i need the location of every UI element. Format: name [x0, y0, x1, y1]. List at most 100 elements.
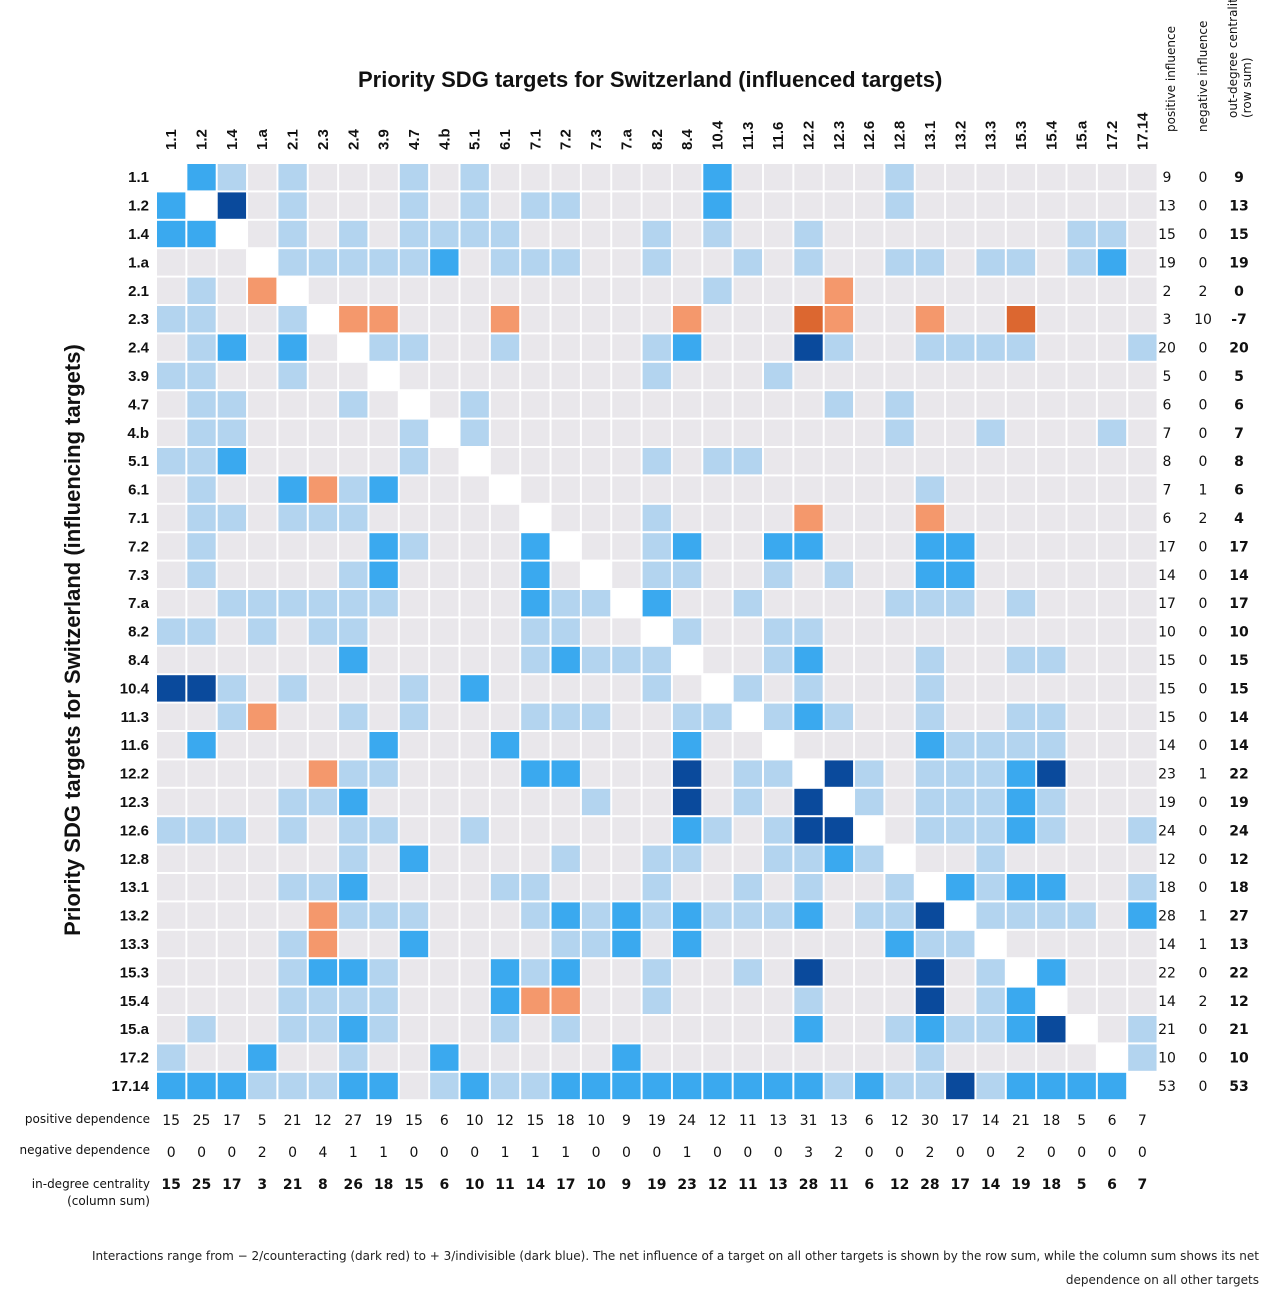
- heatmap-cell: [460, 362, 489, 390]
- heatmap-cell: [764, 1016, 793, 1043]
- heatmap-cell: [217, 902, 247, 929]
- heatmap-cell: [339, 448, 368, 475]
- heatmap-cell: [430, 1044, 459, 1071]
- heatmap-cell: [946, 164, 975, 191]
- heatmap-cell: [946, 760, 975, 787]
- heatmap-cell: [794, 1016, 823, 1043]
- heatmap-cell: [1037, 306, 1066, 333]
- heatmap-cell: [824, 760, 854, 787]
- heatmap-cell: [187, 533, 216, 560]
- heatmap-cell: [1067, 419, 1096, 446]
- negative-dependence-value: 1: [683, 1145, 692, 1161]
- heatmap-cell: [339, 874, 368, 901]
- heatmap-cell: [1006, 1044, 1036, 1071]
- heatmap-cell: [946, 703, 975, 730]
- heatmap-cell: [885, 1016, 914, 1043]
- heatmap-cell: [187, 817, 216, 844]
- heatmap-cell: [855, 902, 884, 929]
- heatmap-cell: [339, 817, 368, 844]
- heatmap-cell: [1067, 845, 1096, 872]
- heatmap-cell: [1097, 249, 1127, 276]
- heatmap-cell: [612, 703, 641, 730]
- heatmap-cell: [490, 902, 520, 929]
- negative-influence-value: 1: [1199, 483, 1208, 499]
- heatmap-cell: [1006, 845, 1036, 872]
- heatmap-cell: [946, 334, 975, 361]
- heatmap-cell: [581, 362, 611, 390]
- heatmap-cell: [460, 334, 489, 361]
- heatmap-cell: [308, 249, 338, 276]
- heatmap-cell: [369, 646, 398, 674]
- heatmap-cell: [733, 476, 762, 503]
- heatmap-cell: [612, 249, 641, 276]
- heatmap-cell: [248, 391, 277, 418]
- heatmap-cell: [521, 732, 550, 759]
- heatmap-cell: [248, 249, 277, 276]
- heatmap-cell: [824, 1016, 854, 1043]
- heatmap-cell: [672, 306, 702, 333]
- heatmap-cell: [764, 760, 793, 787]
- heatmap-cell: [946, 192, 975, 219]
- heatmap-cell: [1097, 760, 1127, 787]
- heatmap-cell: [733, 419, 762, 446]
- heatmap-cell: [460, 448, 489, 475]
- heatmap-cell: [430, 845, 459, 872]
- heatmap-cell: [187, 249, 216, 276]
- heatmap-cell: [612, 987, 641, 1014]
- heatmap-cell: [855, 362, 884, 390]
- heatmap-cell: [399, 817, 429, 844]
- heatmap-cell: [521, 1044, 550, 1071]
- heatmap-cell: [1006, 391, 1036, 418]
- heatmap-cell: [794, 277, 823, 304]
- heatmap-cell: [672, 675, 702, 702]
- heatmap-cell: [339, 306, 368, 333]
- heatmap-cell: [733, 249, 762, 276]
- heatmap-cell: [1067, 192, 1096, 219]
- heatmap-cell: [490, 703, 520, 730]
- positive-influence-value: 19: [1158, 795, 1176, 811]
- heatmap-cell: [369, 533, 398, 560]
- out-degree-value: 21: [1229, 1022, 1248, 1038]
- heatmap-cell: [946, 561, 975, 588]
- heatmap-cell: [1128, 391, 1157, 418]
- heatmap-cell: [672, 646, 702, 674]
- negative-dependence-value: 1: [349, 1145, 358, 1161]
- heatmap-cell: [642, 192, 671, 219]
- heatmap-cell: [399, 192, 429, 219]
- heatmap-cell: [703, 874, 732, 901]
- heatmap-cell: [824, 646, 854, 674]
- heatmap-cell: [946, 590, 975, 617]
- heatmap-cell: [339, 220, 368, 248]
- heatmap-cell: [308, 1016, 338, 1043]
- heatmap-cell: [1037, 930, 1066, 958]
- positive-influence-value: 15: [1158, 653, 1176, 669]
- heatmap-cell: [490, 334, 520, 361]
- heatmap-cell: [824, 788, 854, 816]
- out-degree-value: 19: [1229, 795, 1248, 811]
- heatmap-cell: [339, 192, 368, 219]
- heatmap-cell: [278, 845, 307, 872]
- heatmap-cell: [551, 646, 580, 674]
- heatmap-cell: [551, 703, 580, 730]
- heatmap-cell: [490, 788, 520, 816]
- heatmap-cell: [703, 362, 732, 390]
- heatmap-cell: [217, 845, 247, 872]
- heatmap-cell: [369, 618, 398, 645]
- heatmap-cell: [1067, 391, 1096, 418]
- heatmap-cell: [976, 220, 1005, 248]
- heatmap-cell: [308, 959, 338, 986]
- heatmap-cell: [369, 874, 398, 901]
- heatmap-cell: [278, 930, 307, 958]
- column-label: 12.6: [861, 121, 878, 150]
- heatmap-cell: [430, 476, 459, 503]
- heatmap-cell: [1128, 732, 1157, 759]
- heatmap-cell: [278, 249, 307, 276]
- heatmap-cell: [430, 277, 459, 304]
- heatmap-cell: [1037, 504, 1066, 532]
- heatmap-cell: [217, 703, 247, 730]
- heatmap-cell: [1006, 675, 1036, 702]
- heatmap-cell: [490, 1072, 520, 1100]
- heatmap-cell: [1006, 1016, 1036, 1043]
- in-degree-value: 18: [1042, 1177, 1061, 1193]
